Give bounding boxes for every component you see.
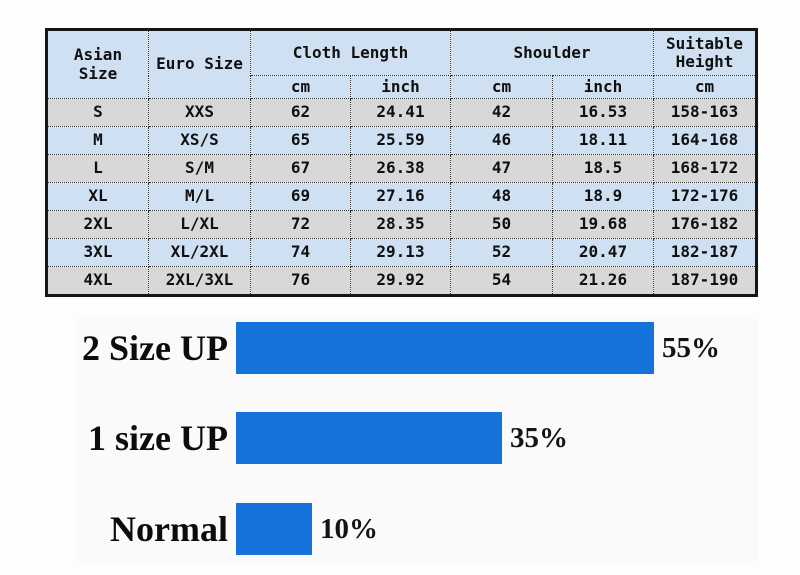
table-cell: 18.5: [552, 154, 654, 183]
table-cell: 47: [450, 154, 553, 183]
bar-row: 2 Size UP 55%: [0, 320, 800, 376]
table-cell: S/M: [148, 154, 251, 183]
table-cell: 16.53: [552, 98, 654, 127]
table-cell: 172-176: [653, 182, 757, 211]
table-cell: 187-190: [653, 266, 757, 296]
table-cell: 20.47: [552, 238, 654, 267]
bar: [236, 412, 502, 464]
bar-value-label: 35%: [510, 421, 568, 454]
table-cell: 26.38: [350, 154, 451, 183]
table-cell: 50: [450, 210, 553, 239]
table-units-row: cm inch cm inch cm: [47, 75, 757, 99]
table-cell: M/L: [148, 182, 251, 211]
bar-value-label: 10%: [320, 512, 378, 545]
table-row: 4XL 2XL/3XL 76 29.92 54 21.26 187-190: [46, 266, 757, 296]
table-cell: 18.9: [552, 182, 654, 211]
table-cell: 29.13: [350, 238, 451, 267]
col-header-suitable-height: Suitable Height: [653, 29, 757, 76]
bar-row: 1 size UP 35%: [0, 410, 800, 466]
table-cell: 67: [250, 154, 351, 183]
table-cell: 3XL: [46, 238, 149, 267]
table-cell: 2XL/3XL: [148, 266, 251, 296]
unit-cloth-inch: inch: [350, 75, 451, 99]
unit-cloth-cm: cm: [250, 75, 351, 99]
col-header-euro-size: Euro Size: [148, 29, 251, 99]
table-cell: 42: [450, 98, 553, 127]
bar: [236, 322, 654, 374]
table-cell: L: [46, 154, 149, 183]
table-cell: XXS: [148, 98, 251, 127]
table-cell: 69: [250, 182, 351, 211]
table-cell: M: [46, 126, 149, 155]
table-cell: 62: [250, 98, 351, 127]
table-cell: 2XL: [46, 210, 149, 239]
table-row: 3XL XL/2XL 74 29.13 52 20.47 182-187: [46, 238, 757, 267]
table-cell: 65: [250, 126, 351, 155]
table-row: M XS/S 65 25.59 46 18.11 164-168: [46, 126, 757, 155]
table-cell: 164-168: [653, 126, 757, 155]
table-cell: 52: [450, 238, 553, 267]
table-cell: 29.92: [350, 266, 451, 296]
table-cell: 168-172: [653, 154, 757, 183]
unit-shoulder-cm: cm: [450, 75, 553, 99]
table-cell: S: [46, 98, 149, 127]
bar-row: Normal 10%: [0, 501, 800, 557]
col-header-cloth-length: Cloth Length: [250, 29, 451, 76]
table-cell: 18.11: [552, 126, 654, 155]
table-cell: 46: [450, 126, 553, 155]
table-cell: 76: [250, 266, 351, 296]
col-header-shoulder: Shoulder: [450, 29, 654, 76]
table-cell: 21.26: [552, 266, 654, 296]
table-row: XL M/L 69 27.16 48 18.9 172-176: [46, 182, 757, 211]
bar: [236, 503, 312, 555]
table-cell: 27.16: [350, 182, 451, 211]
table-cell: 158-163: [653, 98, 757, 127]
table-cell: 72: [250, 210, 351, 239]
table-cell: L/XL: [148, 210, 251, 239]
table-cell: 54: [450, 266, 553, 296]
bar-category-label: 1 size UP: [88, 418, 228, 458]
table-cell: 28.35: [350, 210, 451, 239]
table-cell: XS/S: [148, 126, 251, 155]
bar-category-label: 2 Size UP: [82, 328, 228, 368]
table-cell: 48: [450, 182, 553, 211]
unit-height-cm: cm: [653, 75, 757, 99]
table-cell: 176-182: [653, 210, 757, 239]
table-cell: 182-187: [653, 238, 757, 267]
table-cell: 19.68: [552, 210, 654, 239]
table-cell: 4XL: [46, 266, 149, 296]
table-cell: 25.59: [350, 126, 451, 155]
unit-shoulder-inch: inch: [552, 75, 654, 99]
table-cell: 24.41: [350, 98, 451, 127]
table-row: 2XL L/XL 72 28.35 50 19.68 176-182: [46, 210, 757, 239]
table-cell: 74: [250, 238, 351, 267]
table-cell: XL: [46, 182, 149, 211]
table-header-row: Asian Size Euro Size Cloth Length Should…: [46, 29, 757, 99]
table-cell: XL/2XL: [148, 238, 251, 267]
table-row: S XXS 62 24.41 42 16.53 158-163: [46, 98, 757, 127]
size-table: Asian Size Euro Size Cloth Length Should…: [45, 28, 758, 297]
bar-value-label: 55%: [662, 331, 720, 364]
bar-category-label: Normal: [110, 509, 228, 549]
col-header-asian-size: Asian Size: [46, 29, 149, 99]
table-row: L S/M 67 26.38 47 18.5 168-172: [46, 154, 757, 183]
